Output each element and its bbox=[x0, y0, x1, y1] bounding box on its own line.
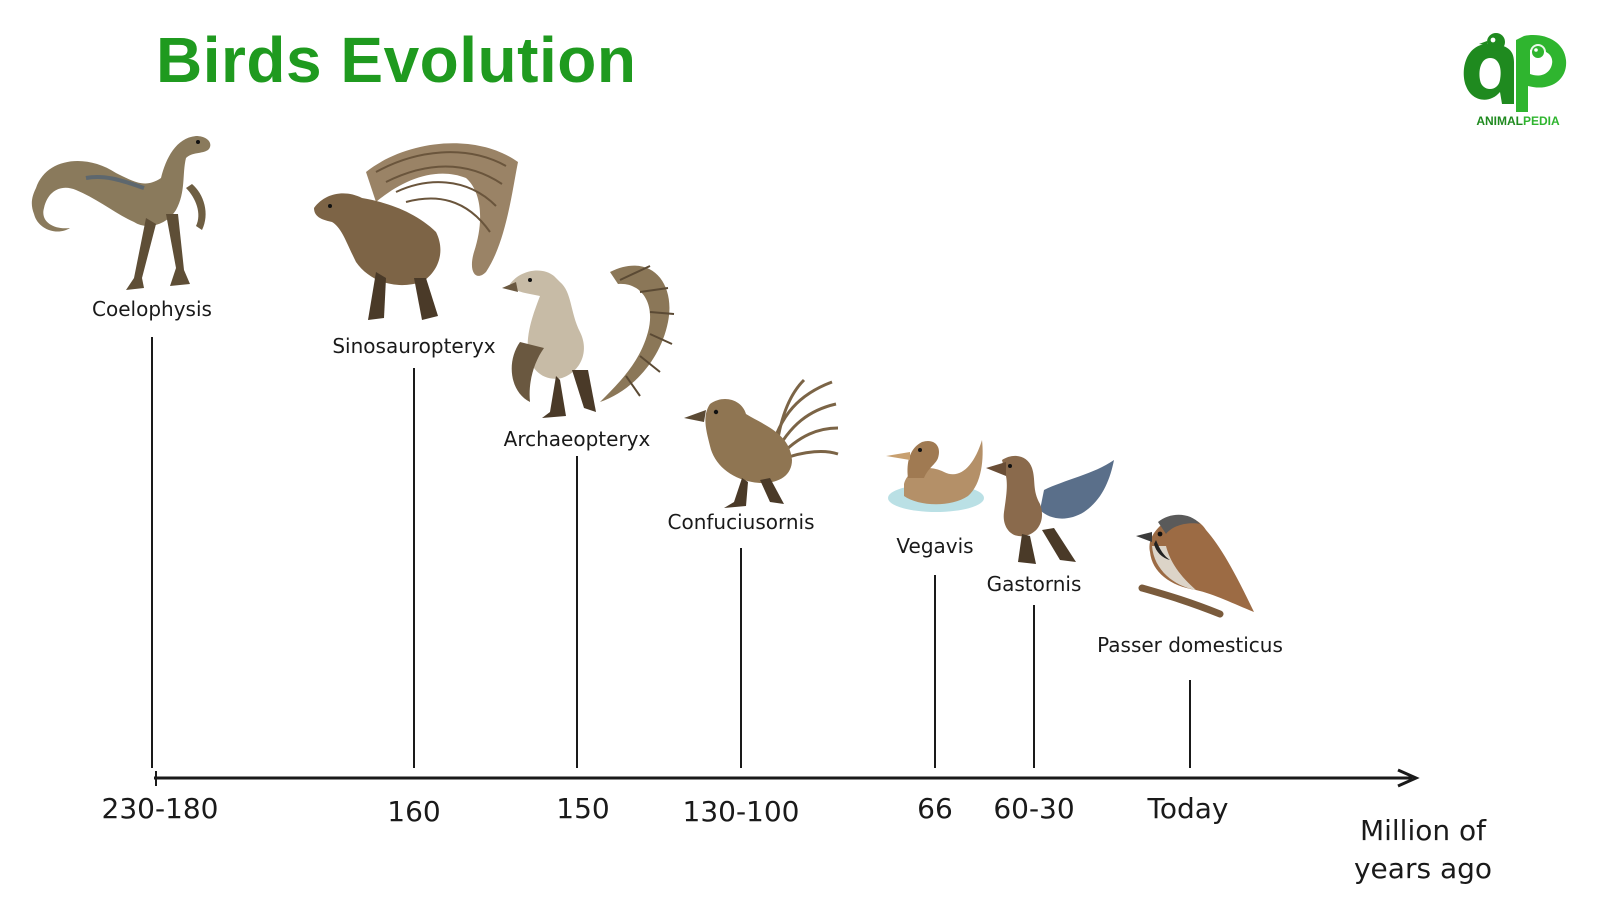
gastornis-illustration bbox=[986, 455, 1114, 564]
time-tick-label: 160 bbox=[387, 795, 441, 828]
animalpedia-logo: ANIMALPEDIA bbox=[1458, 22, 1578, 134]
species-label: Gastornis bbox=[986, 572, 1082, 596]
page-title: Birds Evolution bbox=[156, 24, 637, 96]
time-tick-label: Today bbox=[1147, 792, 1229, 825]
archaeopteryx-illustration bbox=[502, 265, 675, 418]
unit-label-line1: Million of bbox=[1359, 814, 1487, 847]
timeline-arrowhead bbox=[1397, 768, 1420, 788]
logo-brand-part2: PEDIA bbox=[1522, 114, 1560, 128]
confuciusornis-illustration bbox=[684, 378, 839, 508]
logo-brand-part1: ANIMAL bbox=[1476, 114, 1523, 128]
species-label: Vegavis bbox=[896, 534, 974, 558]
time-tick-label: 130-100 bbox=[682, 795, 800, 828]
species-label: Sinosauropteryx bbox=[332, 334, 496, 358]
coelophysis-illustration bbox=[31, 136, 211, 290]
timeline-unit-label: Million of years ago bbox=[1348, 812, 1498, 888]
species-droplines bbox=[151, 337, 1191, 768]
species-label: Archaeopteryx bbox=[503, 427, 651, 451]
sinosauropteryx-illustration bbox=[314, 143, 518, 320]
animalpedia-ap-logo-icon bbox=[1463, 33, 1567, 112]
unit-label-line2: years ago bbox=[1353, 852, 1493, 885]
time-tick-label: 150 bbox=[556, 792, 610, 825]
passer-domesticus-illustration bbox=[1136, 514, 1254, 618]
species-label: Coelophysis bbox=[92, 297, 212, 321]
logo-brand-text: ANIMALPEDIA bbox=[1458, 114, 1578, 128]
vegavis-illustration bbox=[886, 440, 984, 512]
time-tick-label: 66 bbox=[917, 792, 953, 825]
time-tick-label: 230-180 bbox=[101, 792, 219, 825]
species-label: Passer domesticus bbox=[1097, 633, 1283, 657]
species-label: Confuciusornis bbox=[667, 510, 815, 534]
time-tick-label: 60-30 bbox=[993, 792, 1075, 825]
